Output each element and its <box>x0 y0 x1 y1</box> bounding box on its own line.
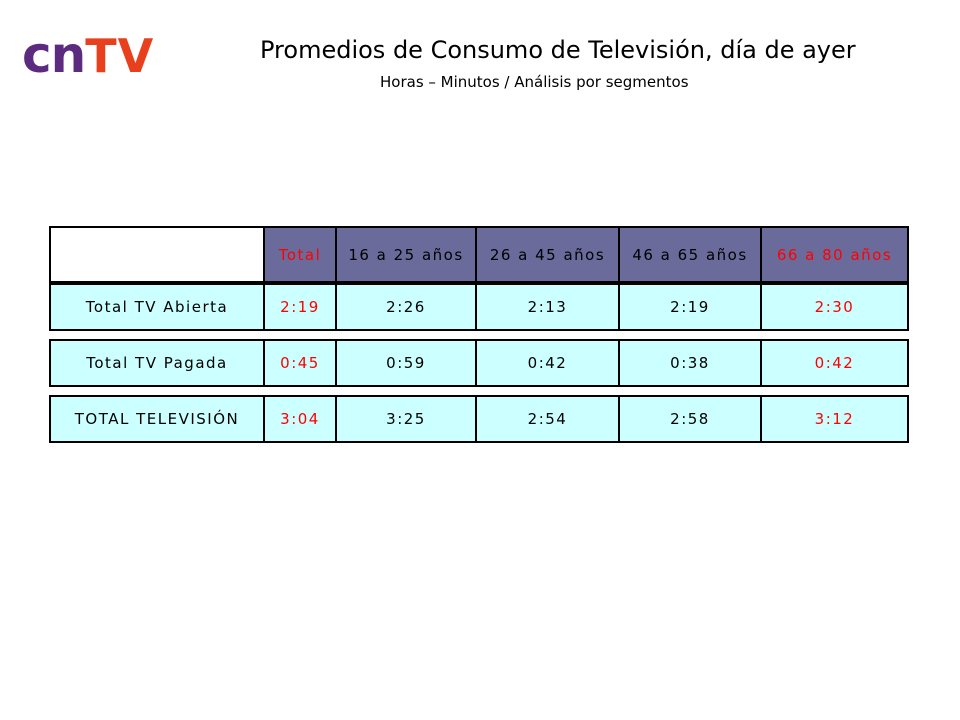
row-label: Total TV Pagada <box>51 341 265 385</box>
cell-66-80: 3:12 <box>762 397 907 441</box>
header-46-65: 46 a 65 años <box>620 228 762 281</box>
cell-46-65: 2:58 <box>620 397 762 441</box>
cell-46-65: 2:19 <box>620 285 762 329</box>
cell-16-25: 2:26 <box>337 285 477 329</box>
cntv-logo: cnTV <box>22 30 154 80</box>
page-title: Promedios de Consumo de Televisión, día … <box>260 36 856 64</box>
header-total: Total <box>265 228 337 281</box>
cell-46-65: 0:38 <box>620 341 762 385</box>
consumption-table: Total 16 a 25 años 26 a 45 años 46 a 65 … <box>49 226 909 443</box>
row-label: Total TV Abierta <box>51 285 265 329</box>
cell-16-25: 0:59 <box>337 341 477 385</box>
header-66-80: 66 a 80 años <box>762 228 907 281</box>
table-row-total-television: TOTAL TELEVISIÓN 3:04 3:25 2:54 2:58 3:1… <box>49 395 909 443</box>
page-subtitle: Horas – Minutos / Análisis por segmentos <box>380 73 689 91</box>
logo-cn: cn <box>22 26 86 84</box>
table-header-row: Total 16 a 25 años 26 a 45 años 46 a 65 … <box>49 226 909 283</box>
cell-66-80: 2:30 <box>762 285 907 329</box>
logo-tv: TV <box>85 29 155 83</box>
cell-26-45: 0:42 <box>477 341 620 385</box>
cell-total: 2:19 <box>265 285 337 329</box>
cell-26-45: 2:54 <box>477 397 620 441</box>
cell-16-25: 3:25 <box>337 397 477 441</box>
header-corner-cell <box>51 228 265 281</box>
row-label: TOTAL TELEVISIÓN <box>51 397 265 441</box>
table-row-tv-abierta: Total TV Abierta 2:19 2:26 2:13 2:19 2:3… <box>49 283 909 331</box>
cell-total: 3:04 <box>265 397 337 441</box>
cell-66-80: 0:42 <box>762 341 907 385</box>
cell-total: 0:45 <box>265 341 337 385</box>
table-row-tv-pagada: Total TV Pagada 0:45 0:59 0:42 0:38 0:42 <box>49 339 909 387</box>
cell-26-45: 2:13 <box>477 285 620 329</box>
header-16-25: 16 a 25 años <box>337 228 477 281</box>
header-26-45: 26 a 45 años <box>477 228 620 281</box>
